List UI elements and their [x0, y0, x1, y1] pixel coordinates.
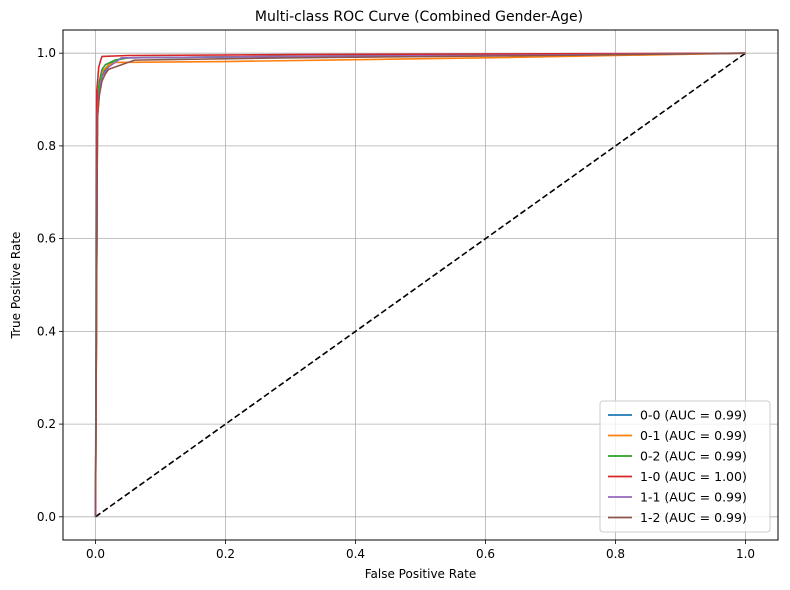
- x-tick-label-0: 0.0: [86, 547, 105, 561]
- y-tick-label-2: 0.4: [37, 324, 56, 338]
- x-axis-label: False Positive Rate: [365, 567, 477, 581]
- plot-frame: [62, 29, 779, 541]
- grid-layer: [63, 30, 778, 540]
- legend-box: [599, 400, 771, 533]
- legend-label-2: 0-2 (AUC = 0.99): [640, 449, 747, 464]
- legend: 0-0 (AUC = 0.99) 0-1 (AUC = 0.99) 0-2 (AUC…: [599, 400, 771, 533]
- y-axis-label: True Positive Rate: [9, 232, 23, 340]
- roc-curve-3: [94, 52, 746, 517]
- roc-curve-5: [94, 52, 746, 517]
- chart-title: Multi-class ROC Curve (Combined Gender-A…: [255, 9, 583, 25]
- series-layer: [94, 52, 746, 517]
- y-tick-label-4: 0.8: [37, 139, 56, 153]
- y-tick-label-5: 1.0: [37, 46, 56, 60]
- reference-layer: [95, 52, 746, 518]
- legend-label-4: 1-1 (AUC = 0.99): [640, 490, 747, 505]
- legend-label-1: 0-1 (AUC = 0.99): [640, 428, 747, 443]
- y-tick-label-3: 0.6: [37, 232, 56, 246]
- y-tick-label-0: 0.0: [37, 510, 56, 524]
- x-tick-label-2: 0.4: [346, 547, 365, 561]
- legend-label-0: 0-0 (AUC = 0.99): [640, 408, 747, 423]
- x-tick-label-3: 0.6: [476, 547, 495, 561]
- legend-label-3: 1-0 (AUC = 1.00): [640, 469, 747, 484]
- x-tick-label-1: 0.2: [216, 547, 235, 561]
- chance-reference-line: [95, 52, 746, 518]
- y-tick-label-1: 0.2: [37, 417, 56, 431]
- x-tick-label-5: 1.0: [736, 547, 755, 561]
- x-tick-label-4: 0.8: [606, 547, 625, 561]
- tick-layer: 0.0 0.2 0.4 0.6 0.8 1.0 0.0 0.2 0.4 0.6 0.8 1.0: [37, 46, 755, 561]
- legend-label-5: 1-2 (AUC = 0.99): [640, 510, 747, 525]
